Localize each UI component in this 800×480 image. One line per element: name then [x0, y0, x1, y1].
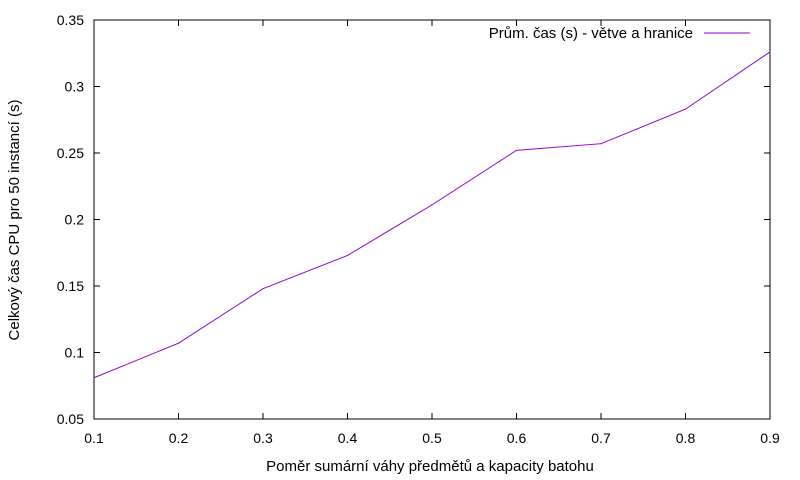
- axis-ticks: [93, 19, 771, 420]
- data-point: [684, 108, 687, 110]
- legend-label: Prům. čas (s) - větve a hranice: [489, 25, 693, 42]
- data-point: [177, 342, 180, 344]
- y-tick-labels: 0.05 0.1 0.15 0.2 0.25 0.3 0.35: [57, 12, 84, 427]
- data-point: [431, 204, 433, 206]
- x-tick-label: 0.3: [253, 430, 273, 446]
- y-tick-label: 0.2: [65, 212, 85, 228]
- x-tick-label: 0.6: [507, 430, 527, 446]
- x-tick-label: 0.1: [84, 430, 104, 446]
- y-tick-label: 0.25: [57, 145, 84, 161]
- x-tick-label: 0.5: [422, 430, 442, 446]
- y-tick-label: 0.35: [57, 12, 84, 28]
- series-line: [93, 51, 771, 379]
- x-tick-label: 0.9: [760, 430, 780, 446]
- x-tick-label: 0.2: [169, 430, 189, 446]
- data-point: [93, 377, 95, 379]
- data-point: [769, 51, 771, 53]
- series-layer: [93, 51, 771, 379]
- y-tick-label: 0.1: [65, 345, 85, 361]
- y-tick-label: 0.15: [57, 278, 84, 294]
- y-tick-label: 0.3: [65, 79, 85, 95]
- y-axis-label: Celkový čas CPU pro 50 instancí (s): [6, 100, 23, 341]
- data-point: [262, 288, 264, 290]
- data-point: [600, 143, 602, 145]
- x-tick-label: 0.4: [338, 430, 358, 446]
- data-point: [346, 254, 349, 257]
- x-tick-label: 0.7: [591, 430, 611, 446]
- y-tick-label: 0.05: [57, 411, 84, 427]
- plot-frame: [93, 19, 771, 420]
- x-tick-labels: 0.1 0.2 0.3 0.4 0.5 0.6 0.7 0.8 0.9: [84, 430, 780, 446]
- x-axis-label: Poměr sumární váhy předmětů a kapacity b…: [266, 458, 594, 475]
- x-tick-label: 0.8: [676, 430, 696, 446]
- data-point: [515, 149, 518, 151]
